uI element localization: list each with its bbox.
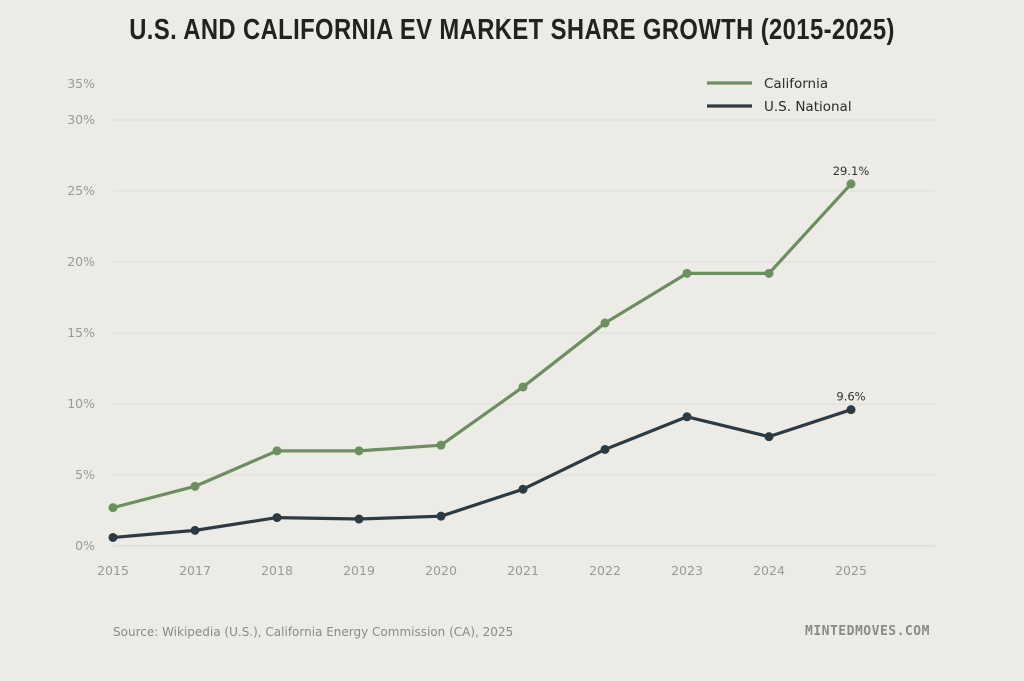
x-tick-label: 2021 bbox=[507, 563, 539, 578]
data-point-california bbox=[108, 503, 118, 513]
data-point-california bbox=[272, 446, 282, 456]
data-point-california bbox=[682, 268, 692, 278]
data-point-california bbox=[846, 179, 856, 189]
series-line-california bbox=[112, 182, 853, 510]
chart-title: U.S. AND CALIFORNIA EV MARKET SHARE GROW… bbox=[129, 14, 895, 46]
data-point-california bbox=[518, 382, 528, 392]
x-tick-label: 2017 bbox=[179, 563, 211, 578]
data-point-u-s-national bbox=[354, 514, 364, 524]
legend-label: California bbox=[764, 76, 828, 92]
x-tick-label: 2018 bbox=[261, 563, 293, 578]
data-point-u-s-national bbox=[190, 525, 200, 535]
data-point-u-s-national bbox=[518, 484, 528, 494]
x-tick-label: 2015 bbox=[97, 563, 129, 578]
data-point-california bbox=[190, 481, 200, 491]
data-label-california: 29.1% bbox=[833, 164, 870, 178]
data-point-u-s-national bbox=[108, 532, 118, 542]
data-point-california bbox=[354, 446, 364, 456]
data-point-u-s-national bbox=[436, 511, 446, 521]
source-note: Source: Wikipedia (U.S.), California Ene… bbox=[113, 625, 514, 639]
series-line-u-s-national bbox=[112, 408, 852, 540]
data-point-u-s-national bbox=[846, 405, 856, 415]
brand-watermark: MINTEDMOVES.COM bbox=[805, 624, 930, 639]
y-tick-label: 15% bbox=[67, 325, 95, 340]
data-label-u-s-national: 9.6% bbox=[836, 390, 865, 404]
y-tick-label: 30% bbox=[67, 112, 95, 127]
data-point-california bbox=[436, 440, 446, 450]
data-point-california bbox=[764, 268, 774, 278]
data-point-california bbox=[600, 318, 610, 328]
data-point-u-s-national bbox=[682, 412, 692, 422]
data-point-u-s-national bbox=[272, 513, 282, 523]
x-tick-label: 2020 bbox=[425, 563, 457, 578]
y-tick-label: 10% bbox=[67, 396, 95, 411]
x-tick-label: 2024 bbox=[753, 563, 785, 578]
x-tick-label: 2025 bbox=[835, 563, 867, 578]
x-tick-label: 2022 bbox=[589, 563, 621, 578]
legend-label: U.S. National bbox=[764, 99, 852, 115]
data-point-u-s-national bbox=[764, 432, 774, 442]
data-point-u-s-national bbox=[600, 444, 610, 454]
y-tick-label: 5% bbox=[75, 467, 95, 482]
y-tick-label: 0% bbox=[75, 538, 95, 553]
x-tick-label: 2019 bbox=[343, 563, 375, 578]
y-tick-label: 20% bbox=[67, 254, 95, 269]
x-tick-label: 2023 bbox=[671, 563, 703, 578]
y-tick-label: 35% bbox=[67, 76, 95, 91]
y-tick-label: 25% bbox=[67, 183, 95, 198]
